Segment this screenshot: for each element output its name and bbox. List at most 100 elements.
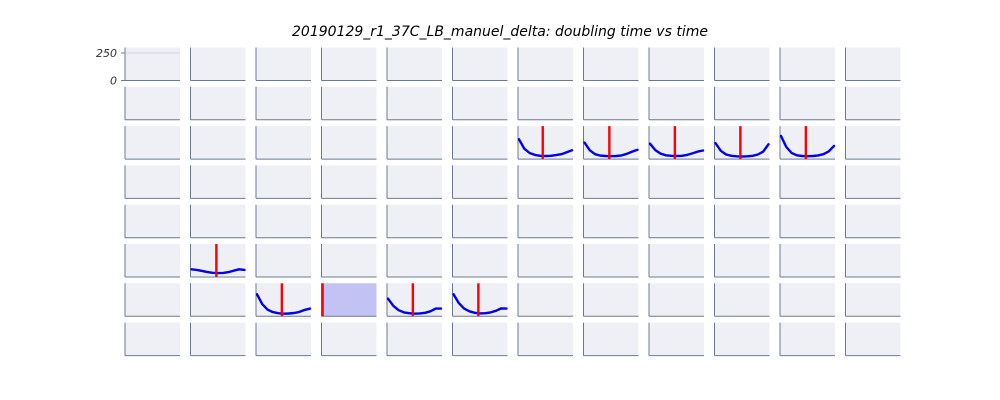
panel-r1-c11 bbox=[845, 86, 901, 120]
panel-r3-c10 bbox=[780, 165, 835, 199]
panel-r1-c8 bbox=[649, 86, 704, 120]
panel-r0-c6 bbox=[518, 47, 573, 81]
panel-r0-c1 bbox=[190, 47, 246, 81]
panel-r4-c10 bbox=[780, 204, 835, 238]
y-tick-label-1: 0 bbox=[110, 75, 117, 88]
panel-r7-c6 bbox=[518, 322, 573, 356]
doubling-curve-r2-c7 bbox=[583, 141, 639, 158]
doubling-curve-r5-c1 bbox=[190, 268, 246, 275]
panel-r3-c8 bbox=[649, 165, 704, 199]
panel-r7-c0 bbox=[125, 322, 180, 356]
panel-r5-c4 bbox=[387, 244, 442, 277]
panel-r0-c0 bbox=[125, 47, 180, 81]
panel-r3-c7 bbox=[583, 165, 639, 199]
panel-r0-c3 bbox=[321, 47, 377, 81]
panel-r6-c3 bbox=[321, 283, 377, 317]
doubling-curve-r6-c5 bbox=[452, 293, 508, 315]
panel-r7-c8 bbox=[649, 322, 704, 356]
panel-r0-c8 bbox=[649, 47, 704, 81]
panel-r6-c9 bbox=[714, 283, 770, 317]
panel-r7-c9 bbox=[714, 322, 770, 356]
panel-r3-c1 bbox=[190, 165, 246, 199]
panel-r4-c2 bbox=[256, 204, 311, 238]
chart-title: 20190129_r1_37C_LB_manuel_delta: doublin… bbox=[292, 24, 708, 40]
doubling-curve-r2-c8 bbox=[648, 142, 705, 158]
panel-r7-c4 bbox=[387, 322, 442, 356]
panel-r3-c11 bbox=[845, 165, 901, 199]
panel-r2-c1 bbox=[190, 126, 246, 160]
panel-r6-c5 bbox=[452, 283, 508, 317]
panel-r6-c4 bbox=[387, 283, 442, 317]
panel-r7-c5 bbox=[452, 322, 508, 356]
panel-r2-c7 bbox=[583, 126, 639, 160]
panel-r5-c11 bbox=[845, 244, 901, 277]
panel-r0-c7 bbox=[583, 47, 639, 81]
panel-r0-c4 bbox=[387, 47, 442, 81]
panel-r6-c11 bbox=[845, 283, 901, 317]
panel-r1-c7 bbox=[583, 86, 639, 120]
panel-r4-c1 bbox=[190, 204, 246, 238]
panel-r5-c6 bbox=[518, 244, 573, 277]
panel-r6-c7 bbox=[583, 283, 639, 317]
panel-r1-c4 bbox=[387, 86, 442, 120]
panel-r4-c9 bbox=[714, 204, 770, 238]
panel-r5-c9 bbox=[714, 244, 770, 277]
panel-r0-c11 bbox=[845, 47, 901, 81]
panel-r6-c1 bbox=[190, 283, 246, 317]
panel-r3-c5 bbox=[452, 165, 508, 199]
panel-r0-c9 bbox=[714, 47, 770, 81]
panel-r2-c2 bbox=[256, 126, 311, 160]
panel-r7-c7 bbox=[583, 322, 639, 356]
panel-r1-c1 bbox=[190, 86, 246, 120]
panel-r5-c7 bbox=[583, 244, 639, 277]
panel-r2-c8 bbox=[649, 126, 704, 160]
y-tick-label-0: 250 bbox=[96, 47, 117, 60]
panel-r7-c10 bbox=[780, 322, 835, 356]
panel-r1-c9 bbox=[714, 86, 770, 120]
panel-r2-c10 bbox=[780, 126, 835, 160]
panel-r1-c5 bbox=[452, 86, 508, 120]
panel-r6-c0 bbox=[125, 283, 180, 317]
panel-r3-c6 bbox=[518, 165, 573, 199]
panel-r4-c6 bbox=[518, 204, 573, 238]
panel-r7-c11 bbox=[845, 322, 901, 356]
panel-r4-c8 bbox=[649, 204, 704, 238]
doubling-curve-r2-c9 bbox=[714, 142, 770, 158]
doubling-curve-r2-c10 bbox=[779, 134, 836, 158]
doubling-curve-r6-c4 bbox=[386, 297, 443, 315]
panel-r3-c3 bbox=[321, 165, 377, 199]
doubling-curve-r2-c6 bbox=[517, 138, 574, 158]
panel-r5-c5 bbox=[452, 244, 508, 277]
panel-r6-c8 bbox=[649, 283, 704, 317]
panel-r3-c2 bbox=[256, 165, 311, 199]
panel-r2-c4 bbox=[387, 126, 442, 160]
panel-r3-c4 bbox=[387, 165, 442, 199]
panel-r2-c3 bbox=[321, 126, 377, 160]
panel-r4-c3 bbox=[321, 204, 377, 238]
panel-r6-c6 bbox=[518, 283, 573, 317]
panel-r5-c2 bbox=[256, 244, 311, 277]
panel-r1-c0 bbox=[125, 86, 180, 120]
panel-r3-c0 bbox=[125, 165, 180, 199]
panel-r5-c0 bbox=[125, 244, 180, 277]
panel-r4-c5 bbox=[452, 204, 508, 238]
panel-r4-c4 bbox=[387, 204, 442, 238]
panel-r1-c3 bbox=[321, 86, 377, 120]
panel-r7-c1 bbox=[190, 322, 246, 356]
panel-r5-c8 bbox=[649, 244, 704, 277]
panel-r2-c0 bbox=[125, 126, 180, 160]
doubling-curve-r6-c2 bbox=[255, 293, 312, 315]
panel-r7-c3 bbox=[321, 322, 377, 356]
panel-r7-c2 bbox=[256, 322, 311, 356]
panel-r0-c5 bbox=[452, 47, 508, 81]
panel-r0-c2 bbox=[256, 47, 311, 81]
panel-r2-c11 bbox=[845, 126, 901, 160]
panel-r6-c10 bbox=[780, 283, 835, 317]
panel-r3-c9 bbox=[714, 165, 770, 199]
panel-r4-c0 bbox=[125, 204, 180, 238]
panel-r0-c10 bbox=[780, 47, 835, 81]
panel-r5-c10 bbox=[780, 244, 835, 277]
panel-r2-c9 bbox=[714, 126, 770, 160]
